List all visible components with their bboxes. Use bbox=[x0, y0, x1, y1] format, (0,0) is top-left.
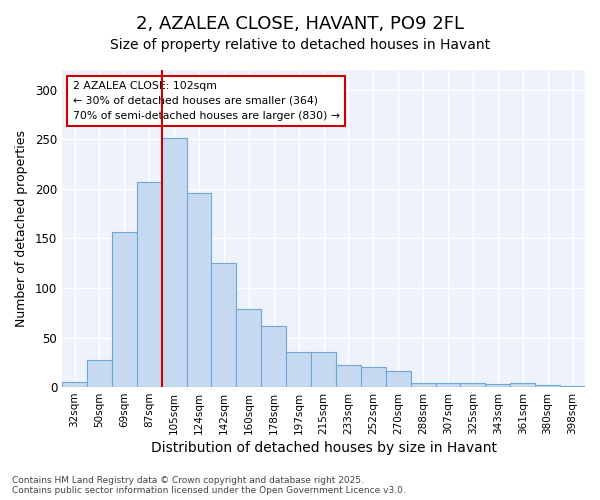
Bar bbox=[236, 309, 261, 387]
Bar bbox=[460, 383, 485, 387]
Y-axis label: Number of detached properties: Number of detached properties bbox=[15, 130, 28, 327]
Bar bbox=[211, 263, 236, 387]
Text: 2, AZALEA CLOSE, HAVANT, PO9 2FL: 2, AZALEA CLOSE, HAVANT, PO9 2FL bbox=[136, 15, 464, 33]
Bar bbox=[535, 385, 560, 387]
Bar bbox=[286, 352, 311, 387]
Text: Contains HM Land Registry data © Crown copyright and database right 2025.
Contai: Contains HM Land Registry data © Crown c… bbox=[12, 476, 406, 495]
Bar bbox=[161, 138, 187, 387]
Bar bbox=[361, 368, 386, 387]
Text: Size of property relative to detached houses in Havant: Size of property relative to detached ho… bbox=[110, 38, 490, 52]
Bar bbox=[436, 383, 460, 387]
Bar bbox=[410, 383, 436, 387]
Bar bbox=[510, 383, 535, 387]
Text: 2 AZALEA CLOSE: 102sqm
← 30% of detached houses are smaller (364)
70% of semi-de: 2 AZALEA CLOSE: 102sqm ← 30% of detached… bbox=[73, 81, 340, 120]
Bar bbox=[560, 386, 585, 387]
Bar bbox=[62, 382, 87, 387]
Bar bbox=[112, 232, 137, 387]
Bar bbox=[311, 352, 336, 387]
Bar bbox=[261, 326, 286, 387]
Bar bbox=[485, 384, 510, 387]
Bar bbox=[137, 182, 161, 387]
X-axis label: Distribution of detached houses by size in Havant: Distribution of detached houses by size … bbox=[151, 441, 497, 455]
Bar bbox=[386, 371, 410, 387]
Bar bbox=[187, 193, 211, 387]
Bar bbox=[87, 360, 112, 387]
Bar bbox=[336, 366, 361, 387]
